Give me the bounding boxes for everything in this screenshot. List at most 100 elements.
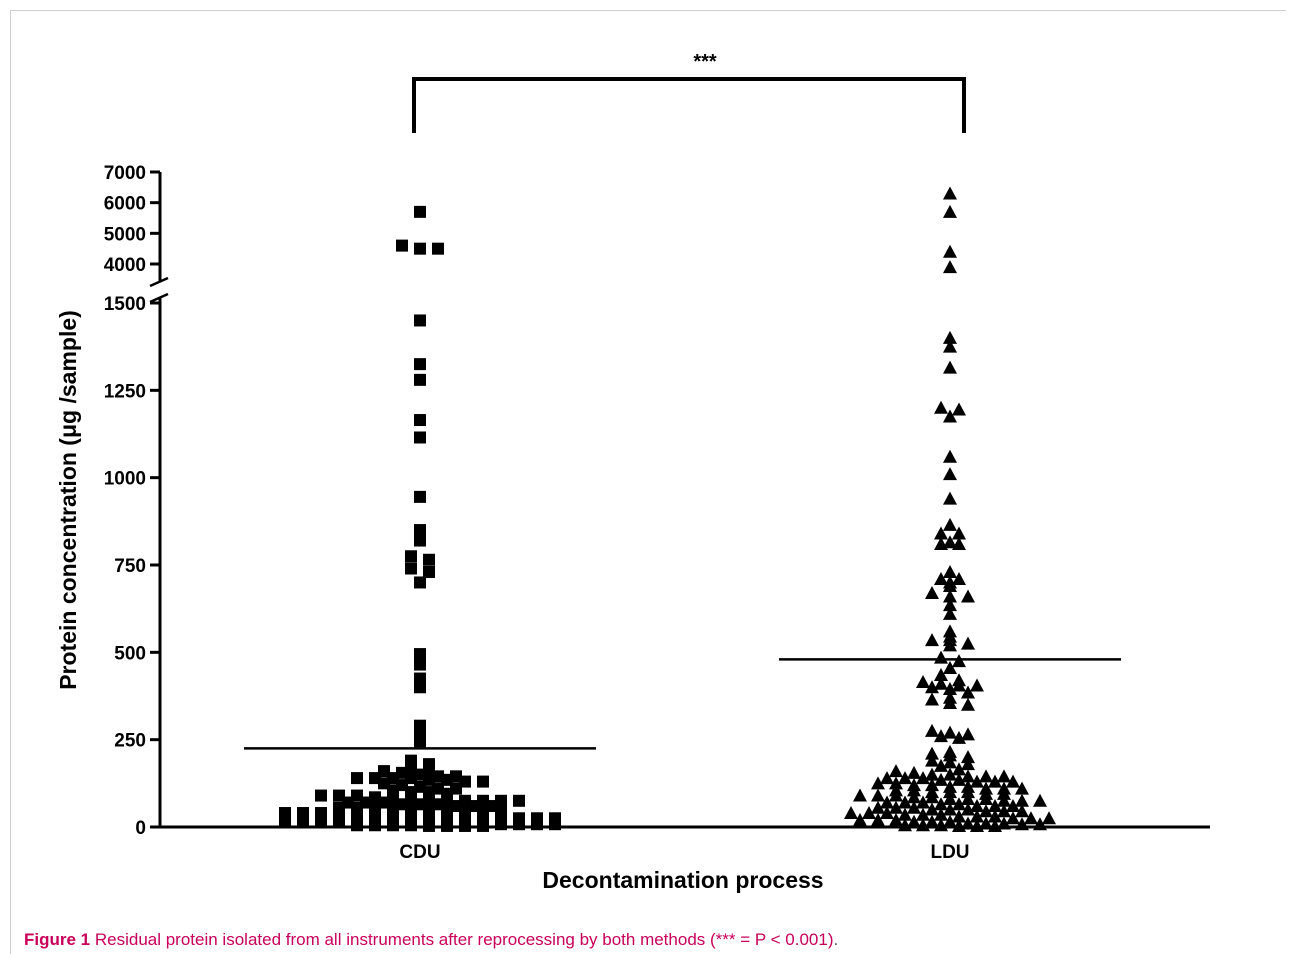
cdu-point [513, 794, 525, 807]
ldu-point [916, 807, 930, 821]
ldu-point [934, 400, 948, 414]
ldu-point [952, 772, 966, 786]
ldu-point [943, 449, 957, 463]
ldu-point [943, 578, 957, 592]
ldu-point [943, 725, 957, 739]
ldu-point [943, 802, 957, 816]
cdu-point [351, 819, 363, 832]
ldu-point [943, 360, 957, 374]
ldu-point [916, 818, 930, 832]
cdu-point [423, 553, 435, 566]
ldu-point [934, 807, 948, 821]
ldu-point [943, 339, 957, 353]
ldu-point [979, 769, 993, 783]
ldu-point [862, 806, 876, 820]
ldu-point [1006, 799, 1020, 813]
cdu-point [414, 576, 426, 589]
cdu-point [414, 358, 426, 371]
ldu-point [934, 650, 948, 664]
ldu-point [970, 809, 984, 823]
ldu-point [943, 467, 957, 481]
ldu-point [934, 676, 948, 690]
y-tick-label: 250 [114, 731, 146, 752]
ldu-point [961, 757, 975, 771]
ldu-point [934, 772, 948, 786]
caption-label: Figure 1 [24, 930, 91, 949]
ldu-point [952, 571, 966, 585]
ldu-point [952, 809, 966, 823]
ldu-point [961, 685, 975, 699]
ldu-point [916, 795, 930, 809]
x-tick-label-cdu: CDU [399, 842, 440, 863]
ldu-point [898, 807, 912, 821]
ldu-point [943, 638, 957, 652]
ldu-point [925, 633, 939, 647]
ldu-point [853, 813, 867, 827]
axes [149, 172, 1210, 829]
ldu-point [889, 776, 903, 790]
y-tick-label: 1000 [104, 469, 146, 490]
ldu-point [979, 792, 993, 806]
ldu-point [961, 792, 975, 806]
ldu-point [889, 788, 903, 802]
ldu-point [925, 753, 939, 767]
cdu-point [423, 819, 435, 832]
ldu-point [952, 730, 966, 744]
significance-label: *** [693, 51, 717, 73]
cdu-point [414, 314, 426, 327]
ldu-point [916, 771, 930, 785]
significance-bracket [412, 77, 966, 133]
axis-break-mark-upper [149, 276, 169, 288]
cdu-point [414, 490, 426, 503]
ldu-point [943, 767, 957, 781]
ldu-point [961, 750, 975, 764]
cdu-point [351, 772, 363, 785]
ldu-point [970, 818, 984, 832]
ldu-point [997, 793, 1011, 807]
ldu-point [871, 813, 885, 827]
cdu-point [414, 373, 426, 386]
cdu-point [495, 818, 507, 831]
ldu-point [844, 806, 858, 820]
ldu-point [943, 204, 957, 218]
ldu-point [952, 818, 966, 832]
cdu-point [369, 819, 381, 832]
ldu-point [925, 814, 939, 828]
ldu-point [934, 758, 948, 772]
ldu-point [961, 589, 975, 603]
y-tick-label: 5000 [104, 224, 146, 245]
cdu-point [414, 735, 426, 748]
cdu-point [405, 562, 417, 575]
ldu-point [952, 797, 966, 811]
cdu-point [513, 818, 525, 831]
ldu-point [970, 774, 984, 788]
ldu-point [979, 816, 993, 830]
ldu-point [925, 585, 939, 599]
ldu-point [871, 800, 885, 814]
ldu-point [961, 727, 975, 741]
ldu-point [871, 788, 885, 802]
ldu-point [943, 792, 957, 806]
cdu-point [414, 242, 426, 255]
cdu-point [441, 819, 453, 832]
ldu-point [943, 186, 957, 200]
ldu-point [943, 517, 957, 531]
ldu-point [943, 785, 957, 799]
y-tick-label: 7000 [104, 163, 146, 184]
cdu-point [432, 242, 444, 255]
cdu-point [414, 681, 426, 694]
ldu-point [979, 804, 993, 818]
data-points [279, 186, 1056, 832]
ldu-point [889, 800, 903, 814]
y-ticks: 0 250 500 750 1000 1250 1500 4000 5000 6000 7000 [104, 163, 160, 839]
axis-break-mark-lower [149, 292, 169, 304]
ldu-point [943, 755, 957, 769]
cdu-point [414, 534, 426, 547]
ldu-point [943, 535, 957, 549]
ldu-point [925, 778, 939, 792]
ldu-point [1033, 793, 1047, 807]
y-tick-label: 500 [114, 643, 146, 664]
ldu-point [925, 723, 939, 737]
cdu-point [531, 818, 543, 831]
cdu-point [414, 205, 426, 218]
